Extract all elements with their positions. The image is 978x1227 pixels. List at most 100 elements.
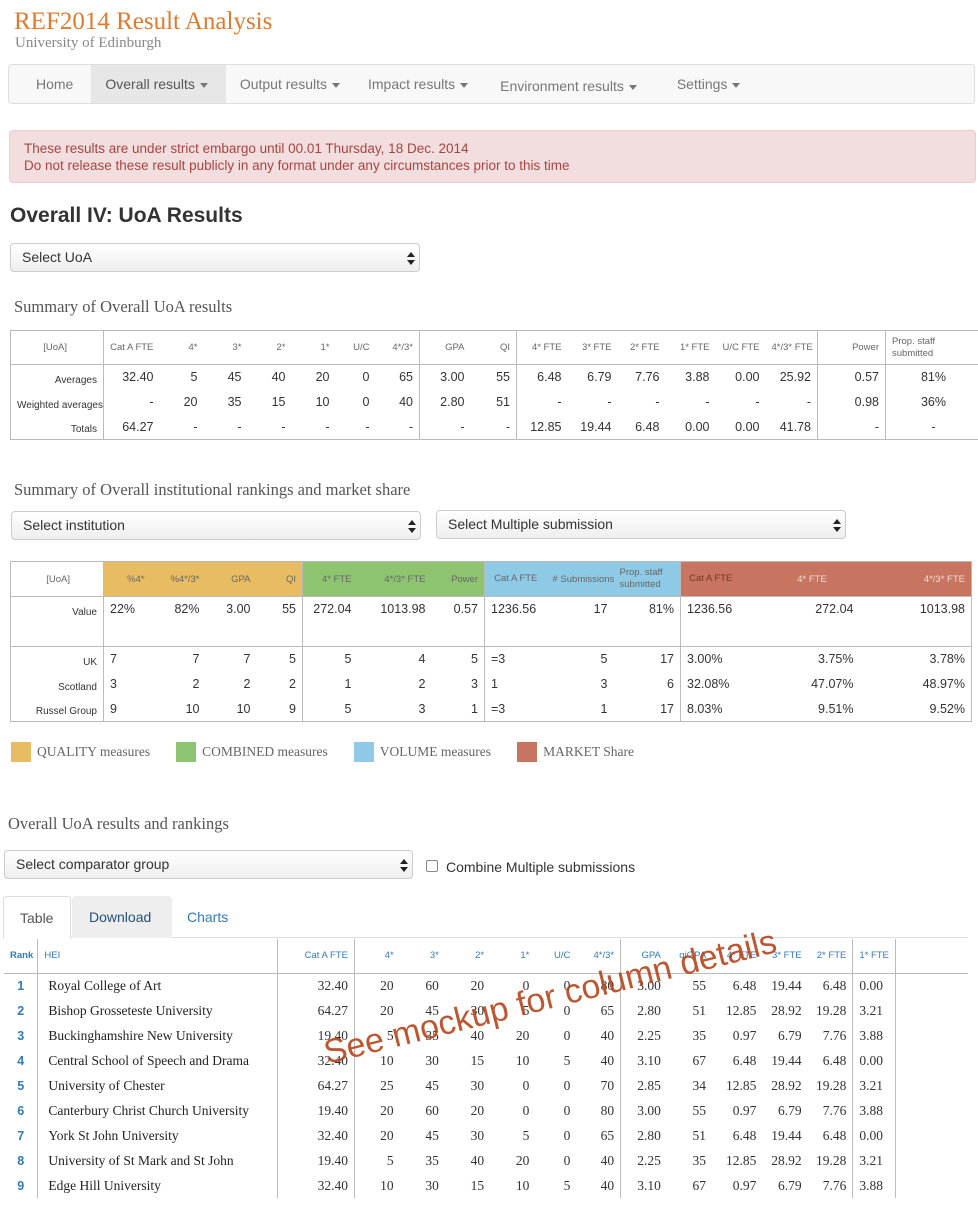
comparator-select[interactable]: Select comparator group [4, 850, 413, 879]
rank-cell[interactable]: 9 [17, 1178, 25, 1193]
summary-uoa-cell: 25.92 [765, 364, 818, 390]
rank-cell[interactable]: 2 [17, 1003, 25, 1018]
summary-uoa-cell: - [505, 419, 510, 434]
tab-download[interactable]: Download [72, 896, 172, 938]
column-header: U/C FTE [722, 342, 760, 353]
summary-uoa-cell: - [655, 395, 660, 409]
rank-cell[interactable]: 8 [17, 1153, 25, 1168]
rankings-summary-cell: 1236.56 [680, 596, 741, 622]
rank-cell[interactable]: 4 [17, 1053, 25, 1068]
column-header: [UoA] [46, 573, 70, 585]
combine-multiple-label[interactable]: Combine Multiple submissions [446, 859, 636, 875]
tab-table[interactable]: Table [3, 896, 71, 939]
nav-environment-results[interactable]: Environment results [486, 65, 663, 103]
rank-cell[interactable]: 3 [17, 1028, 25, 1043]
rankings-summary-cell: 1236.56 [484, 596, 547, 622]
summary-uoa-cell: 35 [227, 395, 242, 409]
uoa-select[interactable]: Select UoA [10, 243, 420, 272]
measures-legend: QUALITY measures COMBINED measures VOLUME … [11, 742, 660, 762]
column-header: U/C [353, 342, 370, 353]
embargo-alert: These results are under strict embargo u… [9, 130, 976, 183]
select-arrows-icon [407, 250, 415, 265]
ranking-cell: 3.10 [620, 1048, 667, 1073]
ranking-cell: 40 [600, 1152, 615, 1168]
column-header: 4* [353, 939, 400, 974]
rank-cell[interactable]: 6 [17, 1103, 25, 1118]
column-header: 4* FTE [712, 939, 763, 974]
tab-charts[interactable]: Charts [187, 909, 229, 925]
summary-uoa-cell: - [885, 414, 978, 440]
ranking-cell: 60 [425, 1102, 439, 1118]
multiple-submission-select[interactable]: Select Multiple submission [436, 510, 846, 539]
column-header: 1* [490, 939, 536, 974]
ranking-cell: 19.40 [276, 1148, 355, 1173]
column-header: 4*/3* FTE [771, 342, 813, 353]
blank-cell [895, 973, 968, 998]
legend-item: QUALITY measures [11, 742, 150, 762]
table-row: 8 University of St Mark and St John 19.40 5… [4, 1148, 968, 1173]
ranking-cell: 0 [522, 977, 530, 993]
ranking-cell: 64.27 [276, 998, 355, 1023]
rank-cell[interactable]: 7 [17, 1128, 25, 1143]
summary-uoa-title: Summary of Overall UoA results [14, 297, 233, 316]
ranking-cell: 6.48 [822, 1052, 847, 1068]
nav-home[interactable]: Home [9, 65, 91, 103]
row-label: Scotland [58, 681, 97, 693]
institution-select[interactable]: Select institution [11, 511, 421, 540]
rankings-table: Rank HEI Cat A FTE 4* 3* 2* 1* U/C 4*/3* GPA qiGPA… [4, 939, 968, 1198]
summary-uoa-cell: 10 [315, 395, 330, 409]
ranking-cell: 35 [692, 1027, 707, 1043]
ranking-cell: 0.97 [732, 1102, 757, 1118]
ranking-cell: 0 [563, 1002, 571, 1018]
ranking-cell: 51 [692, 1127, 707, 1143]
nav-output-results[interactable]: Output results [226, 65, 354, 103]
rankings-summary-cell [432, 622, 485, 647]
summary-uoa-cell: - [817, 414, 886, 440]
summary-uoa-cell: 20 [183, 395, 198, 409]
nav-overall-results[interactable]: Overall results [91, 65, 226, 103]
page-title: Overall IV: UoA Results [10, 204, 243, 227]
summary-uoa-cell: 2.80 [419, 389, 471, 415]
legend-swatch [517, 742, 538, 762]
rank-cell[interactable]: 1 [17, 978, 25, 993]
rankings-summary-cell [358, 622, 432, 647]
column-header: 1* [320, 342, 330, 353]
summary-uoa-cell: 64.27 [103, 414, 160, 440]
column-header: [UoA] [43, 342, 67, 353]
ranking-cell: 30 [470, 1077, 485, 1093]
rank-cell[interactable]: 5 [17, 1078, 25, 1093]
hei-name-cell: Royal College of Art [37, 973, 278, 998]
combine-multiple-checkbox[interactable] [426, 860, 438, 872]
ranking-cell: 60 [425, 977, 439, 993]
rankings-summary-cell [547, 622, 614, 647]
ranking-cell: 0 [563, 977, 571, 993]
column-header: 4*/3* [392, 342, 413, 353]
ranking-cell: 40 [600, 1052, 615, 1068]
ranking-cell: 55 [692, 1102, 707, 1118]
ranking-cell: 45 [425, 1077, 439, 1093]
table-row: 2 Bishop Grosseteste University 64.27 20 45 3… [4, 998, 968, 1023]
summary-uoa-cell: 12.85 [516, 414, 568, 440]
legend-label: QUALITY measures [37, 744, 151, 759]
nav-settings[interactable]: Settings [663, 65, 755, 103]
ranking-cell: 2.25 [620, 1023, 667, 1048]
rankings-summary-cell: 9 [289, 701, 296, 716]
alert-line-1: These results are under strict embargo u… [24, 141, 469, 156]
table-row: 6 Canterbury Christ Church University 19.4… [4, 1098, 968, 1123]
hei-name-cell: Buckinghamshire New University [37, 1023, 278, 1048]
blank-cell [895, 1023, 968, 1048]
ranking-cell: 20 [470, 977, 485, 993]
rankings-summary-cell: 272.04 [302, 596, 358, 622]
summary-uoa-cell: 0 [335, 364, 376, 390]
column-header: 1* FTE [679, 342, 710, 353]
nav-impact-results[interactable]: Impact results [354, 65, 486, 103]
ranking-cell: 40 [470, 1152, 485, 1168]
column-header: Cat A FTE [680, 561, 741, 597]
rankings-summary-cell [741, 622, 860, 647]
summary-uoa-cell: 65 [375, 364, 420, 390]
ranking-cell: 67 [692, 1052, 707, 1068]
rankings-summary-cell: 5 [302, 646, 358, 672]
summary-uoa-cell: - [193, 419, 198, 434]
select-arrows-icon [833, 517, 841, 532]
column-header: QI [499, 342, 510, 353]
